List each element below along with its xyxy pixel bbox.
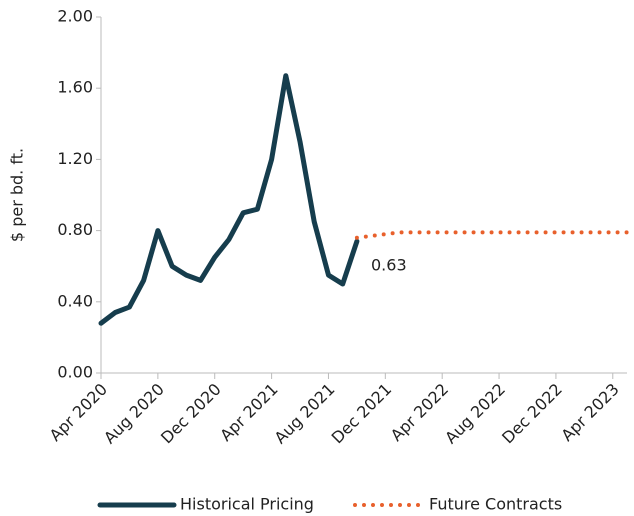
y-tick-label: 0.80 — [57, 220, 93, 239]
x-tick-label: Dec 2020 — [157, 380, 225, 448]
x-tick-label: Apr 2023 — [557, 380, 622, 445]
y-tick-label: 1.20 — [57, 149, 93, 168]
y-tick-label: 0.00 — [57, 363, 93, 382]
legend-label: Historical Pricing — [180, 495, 314, 514]
x-tick-label: Aug 2022 — [441, 380, 509, 448]
x-tick-label: Aug 2020 — [100, 380, 168, 448]
x-tick-label: Dec 2022 — [498, 380, 566, 448]
y-tick-label: 1.60 — [57, 78, 93, 97]
legend-label: Future Contracts — [429, 495, 562, 514]
y-axis-label: $ per bd. ft. — [8, 148, 27, 242]
x-tick-label: Dec 2021 — [328, 380, 396, 448]
y-tick-label: 2.00 — [57, 7, 93, 26]
x-tick-label: Aug 2021 — [271, 380, 339, 448]
series-line — [354, 230, 629, 240]
annotation: 0.63 — [371, 256, 407, 275]
y-tick-label: 0.40 — [57, 291, 93, 310]
series-line — [98, 73, 360, 326]
